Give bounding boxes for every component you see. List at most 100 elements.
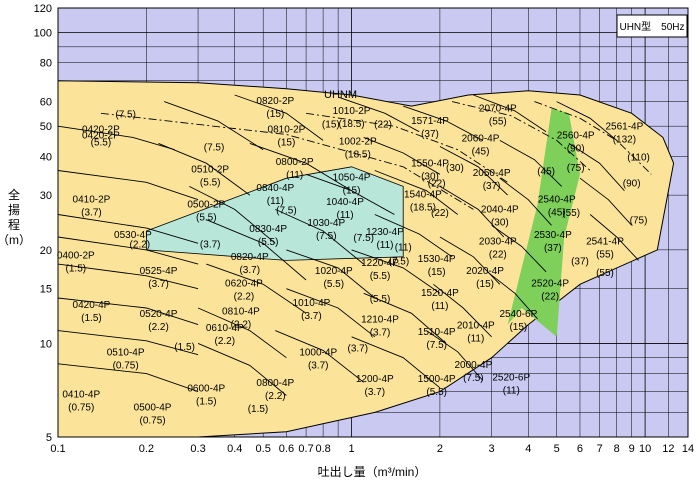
zone-model-label: 0620-4P bbox=[225, 279, 263, 290]
zone-kw-label: (3.7) bbox=[148, 279, 169, 290]
zone-kw-label: (37) bbox=[421, 129, 439, 140]
zone-model-label: 2070-4P bbox=[479, 103, 517, 114]
y-tick-label: 100 bbox=[34, 28, 52, 40]
zone-kw-label: (0.75) bbox=[140, 415, 166, 426]
zone-divider bbox=[57, 363, 199, 393]
y-tick-label: 15 bbox=[40, 284, 52, 296]
zone-1040-4P: 1040-4P (11) bbox=[326, 197, 364, 221]
zone-2540-6P: 2540-6P (15) bbox=[499, 309, 537, 333]
zone-model-label: 1040-4P bbox=[326, 197, 364, 208]
zone-kw: (1.5) bbox=[174, 342, 195, 353]
zone-model-label: 1230-4P bbox=[366, 227, 404, 238]
zone-model-label: 1550-4P bbox=[411, 159, 449, 170]
zone-kw-label: (1.5) bbox=[66, 263, 87, 274]
zone-model-label: 0500-4P bbox=[134, 402, 172, 413]
zone-kw-label: (3.7) bbox=[200, 239, 221, 250]
zone-kw-label: (7.5) bbox=[426, 340, 447, 351]
zone-divider bbox=[374, 214, 453, 258]
zone-model-label: 0510-2P bbox=[191, 164, 229, 175]
zone-kw-label: (55) bbox=[489, 116, 507, 127]
zone-kw-label: (18.5) bbox=[338, 119, 364, 130]
uhnm-curve bbox=[534, 101, 652, 175]
zone-model-label: 0600-4P bbox=[187, 384, 225, 395]
zone-1230-4P: 1230-4P (11) bbox=[366, 227, 404, 251]
zone-kw-label: (1.5) bbox=[248, 404, 269, 415]
zone-1500-4P: 1500-4P (5.5) bbox=[418, 374, 456, 398]
y-axis-title-char-2: 揚 bbox=[8, 203, 20, 217]
zone-1050-4P: 1050-4P (15) bbox=[333, 172, 371, 196]
zone-kw-label: (11) bbox=[503, 385, 520, 396]
zone-model-label: 0830-4P bbox=[249, 224, 287, 235]
zone-kw-label: (132) bbox=[613, 135, 636, 146]
zone-divider bbox=[189, 185, 276, 244]
zone-divider bbox=[164, 101, 264, 151]
zone-divider bbox=[499, 140, 563, 187]
zone-model-label: 2541-4P bbox=[586, 237, 624, 248]
zone-model-label: 1030-4P bbox=[307, 218, 345, 229]
zone-kw: (7.5) bbox=[115, 109, 136, 120]
zone-kw-label: (7.5) bbox=[276, 205, 297, 216]
zone-2060-4P: 2060-4P (45) bbox=[462, 133, 500, 157]
zone-divider bbox=[57, 125, 175, 151]
y-axis-title-char-3: 程 bbox=[8, 217, 20, 232]
zone-divider bbox=[499, 177, 552, 226]
zone-1220-4P: 1220-4P (5.5) bbox=[361, 258, 399, 282]
zone-0410-4P: 0410-4P (0.75) bbox=[62, 390, 100, 414]
zone-kw-label: (11) bbox=[336, 210, 353, 221]
x-tick-label: 3 bbox=[489, 443, 495, 455]
zone-kw-label: (90) bbox=[567, 143, 585, 154]
zone-2560-4P: 2560-4P (90) bbox=[557, 130, 595, 154]
zone-divider bbox=[57, 263, 199, 290]
zone-divider bbox=[57, 236, 199, 265]
zone-2050-4P: 2050-4P (37) bbox=[473, 168, 511, 192]
zone-kw-label: (30) bbox=[491, 217, 509, 228]
zone-kw-label: (5.5) bbox=[426, 387, 447, 398]
zone-2000-4P: 2000-4P (7.5) bbox=[454, 360, 492, 384]
zone-kw-label: (110) bbox=[627, 152, 650, 163]
zone-model-label: 2540-6P bbox=[499, 309, 537, 320]
zone-kw-label: (45) bbox=[548, 207, 566, 218]
zone-kw: (45) bbox=[537, 167, 555, 178]
zone-model-label: 2560-4P bbox=[557, 130, 595, 141]
x-tick-label: 10 bbox=[639, 443, 651, 455]
zone-model-label: 1002-2P bbox=[339, 137, 377, 148]
zone-0510-4P: 0510-4P (0.75) bbox=[107, 348, 145, 372]
zone-divider bbox=[337, 96, 420, 133]
zone-divider bbox=[351, 249, 441, 294]
zone-0530-4P: 0530-4P bbox=[114, 230, 152, 241]
zone-kw-label: (37) bbox=[483, 181, 501, 192]
zone-1571-4P: 1571-4P (37) bbox=[411, 116, 449, 140]
zone-model-label: 2030-4P bbox=[479, 237, 517, 248]
zone-1000-4P: 1000-4P (3.7) bbox=[299, 348, 337, 372]
zone-kw-label: (7.5) bbox=[353, 233, 374, 244]
y-axis-title-char-1: 全 bbox=[8, 187, 20, 202]
zone-kw: (55) bbox=[562, 208, 580, 219]
x-tick-label: 9 bbox=[629, 443, 635, 455]
zone-divider bbox=[249, 142, 352, 192]
zone-model-label: 2010-4P bbox=[457, 321, 495, 332]
zone-kw-label: (2.2) bbox=[231, 320, 252, 331]
y-tick-label: 5 bbox=[46, 432, 52, 444]
x-tick-label: 0.1 bbox=[50, 443, 65, 455]
y-tick-label: 120 bbox=[34, 3, 52, 15]
zone-kw: (55) bbox=[596, 268, 614, 279]
zone-kw: (3.7) bbox=[347, 344, 368, 355]
zone-model-label: 1210-4P bbox=[361, 315, 399, 326]
zone-0525-4P: 0525-4P (3.7) bbox=[140, 266, 178, 290]
zone-2030-4P: 2030-4P (22) bbox=[479, 237, 517, 261]
zone-kw-label: (7.5) bbox=[389, 256, 410, 267]
zone-0610-4P: 0610-4P (2.2) bbox=[206, 323, 244, 347]
zone-kw-label: (11) bbox=[431, 301, 448, 312]
zone-kw-label: (3.7) bbox=[365, 387, 386, 398]
zone-kw-label: (45) bbox=[537, 167, 555, 178]
x-tick-label: 0.7 bbox=[298, 443, 313, 455]
zone-kw: (22) bbox=[431, 208, 449, 219]
zone-kw-label: (3.7) bbox=[308, 361, 329, 372]
y-tick-label: 50 bbox=[40, 121, 52, 133]
zone-kw-label: (5.5) bbox=[324, 279, 345, 290]
y-tick-label: 20 bbox=[40, 245, 52, 257]
zone-divider bbox=[57, 170, 199, 201]
zone-divider bbox=[351, 336, 441, 389]
zone-kw-label: (45) bbox=[472, 146, 490, 157]
zone-model-label: 2530-4P bbox=[534, 230, 572, 241]
